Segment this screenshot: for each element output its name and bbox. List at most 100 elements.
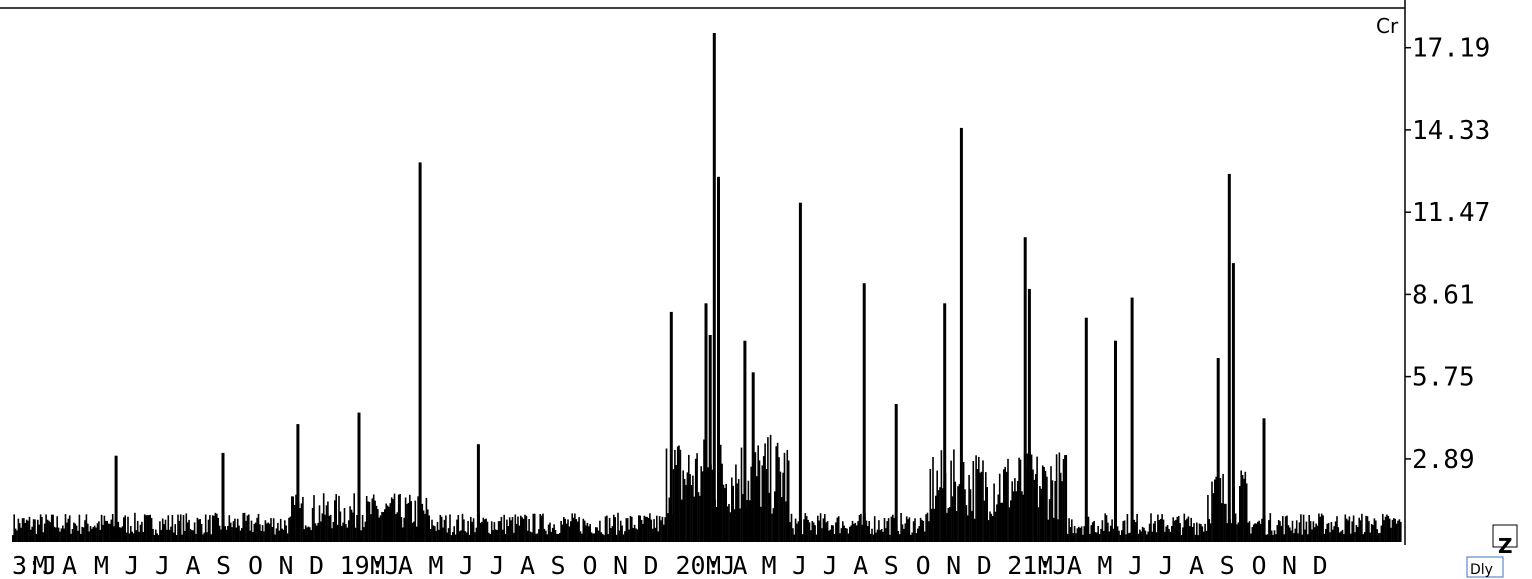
volume-bar bbox=[869, 533, 872, 542]
bar-24 bbox=[1227, 173, 1231, 542]
volume-bar bbox=[560, 521, 562, 542]
volume-bar bbox=[35, 533, 38, 542]
x-tick-label: M bbox=[762, 551, 777, 579]
volume-bar bbox=[374, 500, 376, 542]
volume-bar bbox=[844, 528, 847, 542]
volume-bar bbox=[633, 524, 636, 542]
volume-bar bbox=[593, 533, 596, 542]
volume-bar bbox=[1152, 523, 1155, 542]
volume-bar bbox=[468, 534, 471, 542]
volume-bar bbox=[937, 490, 940, 542]
volume-bar bbox=[515, 523, 518, 542]
volume-bar bbox=[708, 469, 711, 542]
volume-bar bbox=[1022, 494, 1025, 542]
volume-bar bbox=[438, 529, 440, 542]
volume-bar bbox=[318, 505, 321, 542]
volume-bar bbox=[457, 515, 460, 542]
volume-bar bbox=[420, 506, 422, 542]
volume-bar bbox=[668, 497, 671, 542]
volume-bar bbox=[954, 481, 957, 542]
volume-bar bbox=[1071, 519, 1073, 542]
period-button[interactable] bbox=[1466, 556, 1504, 578]
volume-bar bbox=[997, 494, 1000, 542]
volume-bar bbox=[84, 520, 86, 542]
volume-bar bbox=[775, 446, 777, 542]
volume-bar bbox=[107, 523, 110, 542]
volume-bar bbox=[1047, 519, 1049, 542]
volume-bar bbox=[297, 502, 300, 542]
bar-1 bbox=[221, 452, 225, 542]
volume-bar bbox=[721, 463, 723, 542]
volume-bar bbox=[688, 454, 690, 542]
volume-bar bbox=[1146, 534, 1148, 542]
volume-bar bbox=[697, 492, 700, 542]
volume-bar bbox=[1177, 516, 1180, 542]
volume-bar bbox=[1107, 522, 1109, 542]
volume-bar bbox=[1044, 471, 1047, 542]
volume-bar bbox=[589, 524, 591, 542]
volume-bar bbox=[928, 521, 930, 542]
volume-bar bbox=[385, 503, 387, 542]
volume-bar bbox=[631, 516, 633, 542]
x-axis: 3:JM A M J J A S O N D 19:JM A M J J A S O N D 20:JM A M J J A S O N… bbox=[12, 551, 1328, 579]
volume-bar bbox=[166, 529, 168, 542]
volume-bar bbox=[676, 446, 679, 542]
volume-bar bbox=[1286, 515, 1288, 542]
volume-bar bbox=[600, 532, 603, 542]
volume-bar bbox=[64, 514, 67, 542]
volume-bar bbox=[521, 517, 523, 542]
volume-bar bbox=[910, 534, 912, 542]
volume-bar bbox=[1287, 525, 1290, 542]
volume-bar bbox=[168, 529, 171, 542]
volume-bar bbox=[260, 530, 263, 542]
volume-bar bbox=[400, 517, 403, 542]
volume-bar bbox=[661, 516, 664, 542]
volume-bar bbox=[159, 521, 161, 542]
volume-bar bbox=[585, 525, 587, 542]
volume-bar bbox=[310, 530, 312, 542]
volume-bar bbox=[976, 469, 979, 542]
volume-bar bbox=[489, 534, 492, 542]
volume-bar bbox=[458, 531, 461, 542]
volume-bar bbox=[886, 521, 888, 542]
zoom-button[interactable] bbox=[1492, 524, 1518, 548]
volume-bar bbox=[968, 475, 970, 542]
volume-bar bbox=[82, 527, 85, 542]
volume-bar bbox=[386, 505, 389, 542]
volume-bar bbox=[232, 521, 235, 542]
volume-bar bbox=[1390, 527, 1392, 542]
volume-bar bbox=[453, 526, 455, 542]
volume-bar bbox=[257, 513, 260, 542]
volume-bar bbox=[603, 535, 605, 542]
volume-bar bbox=[1141, 526, 1144, 542]
volume-bar bbox=[346, 527, 349, 542]
volume-bar bbox=[639, 515, 641, 542]
volume-bar bbox=[1382, 514, 1384, 542]
volume-bar bbox=[1072, 533, 1074, 542]
volume-bar bbox=[704, 470, 707, 542]
volume-bar bbox=[241, 528, 243, 542]
volume-bar bbox=[213, 515, 215, 542]
volume-bar bbox=[421, 503, 424, 542]
volume-bar bbox=[711, 469, 714, 542]
bar-0 bbox=[114, 455, 118, 542]
volume-bar bbox=[815, 534, 818, 542]
volume-bar bbox=[1129, 532, 1131, 542]
volume-bar bbox=[1201, 526, 1204, 542]
volume-bar bbox=[787, 460, 790, 542]
volume-bar bbox=[304, 525, 307, 542]
volume-bar bbox=[1322, 515, 1324, 542]
volume-bar bbox=[21, 518, 24, 542]
volume-bar bbox=[714, 499, 716, 542]
volume-bar bbox=[789, 522, 791, 542]
volume-bar bbox=[1176, 516, 1179, 542]
volume-bar bbox=[1182, 527, 1184, 542]
bar-18 bbox=[1023, 237, 1027, 542]
volume-bar bbox=[1373, 518, 1376, 542]
volume-bar bbox=[626, 518, 629, 542]
volume-bar bbox=[1400, 521, 1402, 542]
volume-bar bbox=[1157, 514, 1159, 542]
volume-bar bbox=[725, 483, 727, 542]
volume-bar bbox=[1007, 458, 1009, 542]
volume-bar bbox=[409, 494, 411, 542]
